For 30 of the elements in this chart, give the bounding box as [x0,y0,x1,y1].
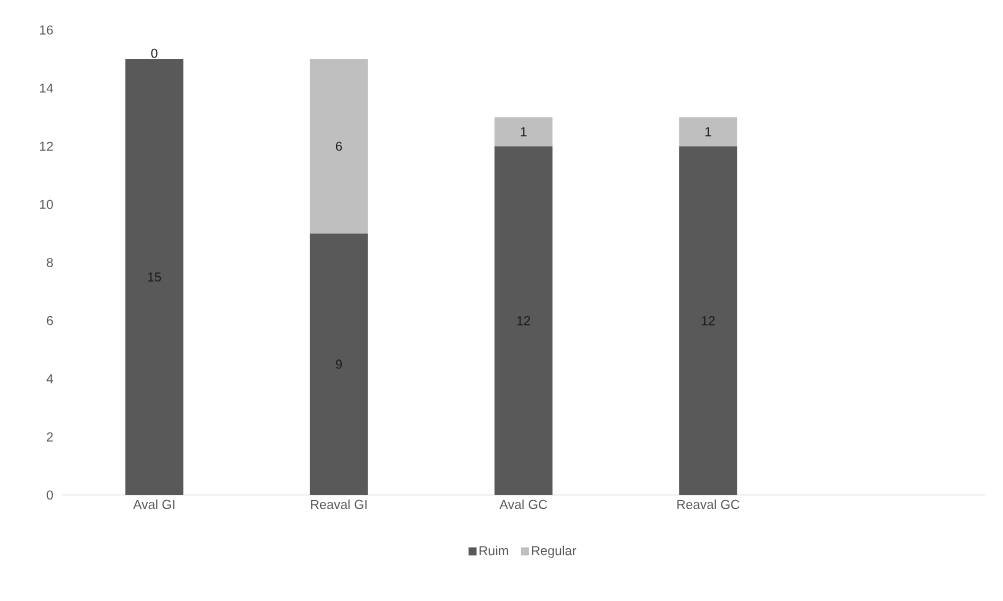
legend-label: Regular [531,545,577,558]
bar [494,117,553,147]
y-tick-label: 14 [40,83,54,93]
data-label: 1 [705,127,712,137]
y-tick-label: 2 [46,432,53,442]
data-label: 12 [701,316,715,326]
bar [679,146,738,495]
y-tick-label: 10 [40,199,53,209]
data-label: 1 [520,127,527,137]
x-tick-label: Aval GC [499,499,548,510]
bar [309,59,368,234]
y-tick-label: 12 [40,141,53,151]
bar [679,117,738,147]
y-tick-label: 8 [46,257,53,268]
data-label: 15 [148,272,161,282]
data-label: 0 [151,48,158,58]
bar [309,233,368,495]
data-label: 12 [517,316,531,326]
bar [125,59,184,495]
x-tick-label: Reaval GC [677,499,740,510]
bar [494,146,553,495]
y-tick-label: 4 [46,374,54,384]
y-tick-label: 6 [46,316,53,326]
legend-label: Ruim [479,545,509,556]
data-label: 9 [335,359,342,369]
y-tick-label: 0 [46,490,53,500]
x-tick-label: Aval GI [133,499,175,510]
data-label: 6 [335,141,342,151]
x-tick-label: Reaval GI [311,499,367,510]
y-tick-label: 16 [40,25,53,35]
